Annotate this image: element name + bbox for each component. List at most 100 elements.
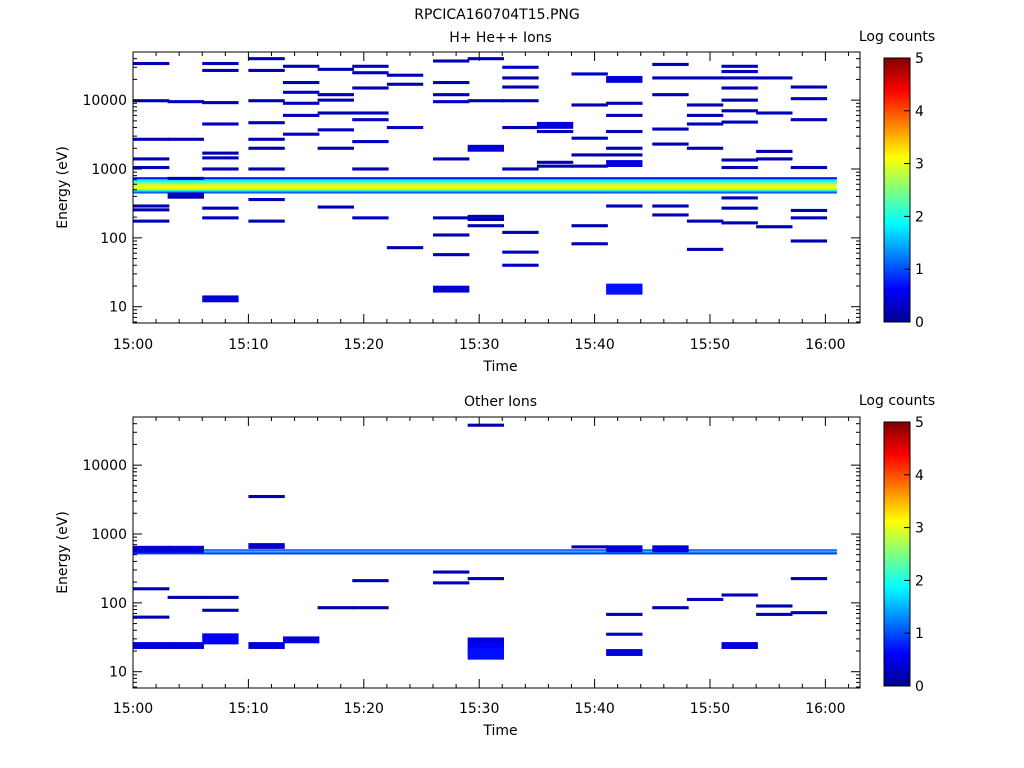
data-cell xyxy=(652,545,689,553)
data-cell xyxy=(248,99,285,103)
colorbar-label: Log counts xyxy=(859,29,935,45)
data-cell xyxy=(467,224,505,228)
data-cell xyxy=(686,146,724,150)
data-cell xyxy=(202,101,239,105)
x-tick-label: 15:20 xyxy=(344,701,384,717)
data-cell xyxy=(133,545,170,553)
data-cell xyxy=(352,118,389,122)
data-cell xyxy=(133,157,170,161)
data-cell xyxy=(352,606,389,610)
data-cell xyxy=(248,146,285,150)
band-cell xyxy=(133,183,837,187)
data-cell xyxy=(433,581,470,585)
data-cell xyxy=(317,205,354,209)
data-cell xyxy=(652,213,689,217)
data-cell xyxy=(721,165,758,170)
data-cell xyxy=(721,120,758,124)
data-cell xyxy=(756,604,793,608)
colorbar-tick-label: 2 xyxy=(915,573,924,589)
band-cell xyxy=(133,552,837,555)
data-cell xyxy=(133,615,170,619)
colorbar: Log counts 0 1 2 3 4 5 xyxy=(859,393,935,695)
data-cell xyxy=(386,125,424,130)
data-cell xyxy=(317,98,354,102)
band-cell xyxy=(133,186,837,190)
data-cell xyxy=(652,127,689,131)
data-cell xyxy=(721,109,758,113)
data-cell xyxy=(248,137,285,141)
data-cell xyxy=(652,93,689,97)
y-tick-label: 10 xyxy=(109,665,127,681)
data-cell xyxy=(606,612,643,616)
x-tick-label: 15:30 xyxy=(459,337,499,353)
x-tick-label: 15:00 xyxy=(113,337,153,353)
data-cell xyxy=(317,606,354,610)
figure-title: RPCICA160704T15.PNG xyxy=(414,7,579,23)
data-cell xyxy=(571,72,608,76)
data-cell xyxy=(721,86,758,90)
x-tick-label: 15:10 xyxy=(228,337,268,353)
data-cell xyxy=(790,85,828,89)
x-tick-label: 15:00 xyxy=(113,701,153,717)
data-cell xyxy=(536,160,574,164)
data-cell xyxy=(248,197,285,202)
data-cell xyxy=(352,86,389,90)
data-cell xyxy=(721,64,758,68)
y-axis-label: Energy (eV) xyxy=(55,511,71,594)
data-cell xyxy=(202,608,239,612)
data-cell xyxy=(133,165,170,170)
data-cell xyxy=(571,136,608,140)
data-cell xyxy=(133,137,170,141)
data-cell xyxy=(686,122,724,126)
data-cell xyxy=(721,98,758,102)
data-cell xyxy=(352,64,389,68)
x-tick-label: 15:20 xyxy=(344,337,384,353)
data-cell xyxy=(352,167,389,171)
data-cell xyxy=(248,57,285,61)
colorbar-tick-label: 0 xyxy=(915,315,924,331)
band-cell xyxy=(133,177,837,180)
colorbar-tick-label: 3 xyxy=(915,157,924,173)
y-axis-label: Energy (eV) xyxy=(55,146,71,229)
y-tick-label: 1000 xyxy=(91,527,127,543)
data-cell xyxy=(317,111,354,115)
data-cell xyxy=(606,632,643,636)
data-cell xyxy=(467,637,505,645)
data-cell xyxy=(133,61,170,66)
data-cell xyxy=(202,595,239,599)
data-cell xyxy=(571,153,608,157)
colorbar-tick-label: 4 xyxy=(915,104,924,120)
plot-frame xyxy=(132,416,861,689)
data-cell xyxy=(248,543,285,547)
data-cell xyxy=(133,204,170,208)
data-cell xyxy=(790,239,828,243)
data-cell xyxy=(536,129,574,134)
data-cell xyxy=(790,208,828,212)
data-cell xyxy=(756,111,793,115)
x-tick-label: 15:50 xyxy=(690,701,730,717)
data-cell xyxy=(790,216,828,220)
data-cell xyxy=(536,121,574,129)
data-cell xyxy=(502,263,539,267)
data-cell xyxy=(433,100,470,104)
plot-frame xyxy=(132,51,861,324)
data-cell xyxy=(248,68,285,72)
data-cell xyxy=(756,149,793,153)
data-cell xyxy=(721,642,758,649)
data-cell xyxy=(756,612,793,616)
colorbar-gradient xyxy=(883,57,911,323)
data-cell xyxy=(790,97,828,101)
data-cell xyxy=(433,253,470,257)
data-cell xyxy=(433,216,470,220)
data-cell xyxy=(202,206,239,210)
data-cell xyxy=(202,216,239,220)
data-cell xyxy=(248,167,285,171)
data-cell xyxy=(571,103,608,107)
data-cell xyxy=(202,151,239,155)
colorbar-tick-label: 5 xyxy=(915,415,924,431)
x-tick-label: 15:10 xyxy=(228,701,268,717)
data-cell xyxy=(202,61,239,66)
data-cell xyxy=(721,206,758,210)
data-cell xyxy=(790,165,828,170)
data-cell xyxy=(202,156,239,160)
